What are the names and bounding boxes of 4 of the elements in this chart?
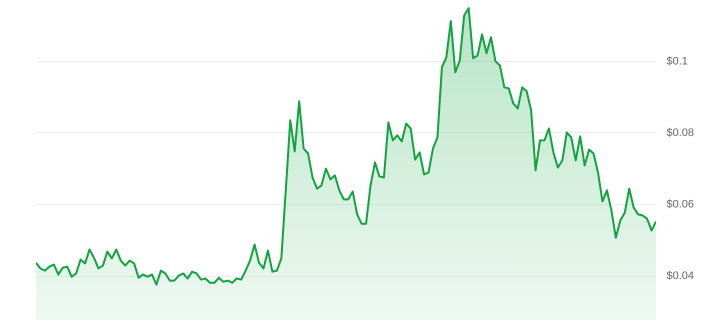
y-tick-label: $0.1 <box>666 55 688 68</box>
y-tick-label: $0.04 <box>666 270 694 282</box>
y-tick-label: $0.08 <box>666 126 694 139</box>
y-tick-label: $0.06 <box>666 198 694 211</box>
